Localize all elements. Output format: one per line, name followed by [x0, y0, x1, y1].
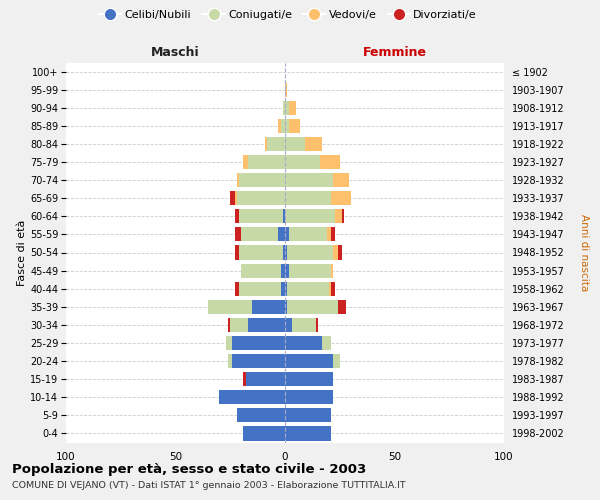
- Bar: [285, 408, 331, 422]
- Bar: [237, 173, 239, 187]
- Bar: [287, 282, 329, 296]
- Bar: [305, 137, 322, 151]
- Bar: [285, 155, 320, 169]
- Bar: [320, 155, 340, 169]
- Bar: [235, 246, 239, 260]
- Bar: [285, 82, 287, 96]
- Bar: [333, 354, 340, 368]
- Bar: [281, 119, 285, 133]
- Bar: [235, 191, 237, 206]
- Bar: [285, 336, 322, 350]
- Bar: [316, 318, 318, 332]
- Bar: [285, 210, 335, 224]
- Bar: [285, 300, 287, 314]
- Bar: [292, 318, 316, 332]
- Bar: [285, 426, 331, 440]
- Bar: [285, 119, 289, 133]
- Bar: [248, 155, 285, 169]
- Bar: [285, 264, 289, 278]
- Bar: [287, 300, 338, 314]
- Bar: [342, 210, 344, 224]
- Bar: [285, 354, 333, 368]
- Bar: [285, 246, 287, 260]
- Bar: [287, 246, 333, 260]
- Bar: [268, 137, 285, 151]
- Bar: [331, 191, 350, 206]
- Bar: [245, 372, 285, 386]
- Bar: [237, 408, 285, 422]
- Bar: [235, 210, 239, 224]
- Bar: [338, 246, 342, 260]
- Bar: [244, 372, 245, 386]
- Bar: [248, 318, 285, 332]
- Bar: [241, 228, 278, 241]
- Bar: [333, 246, 338, 260]
- Bar: [285, 137, 305, 151]
- Bar: [289, 264, 331, 278]
- Bar: [208, 300, 252, 314]
- Bar: [285, 228, 289, 241]
- Text: COMUNE DI VEJANO (VT) - Dati ISTAT 1° gennaio 2003 - Elaborazione TUTTITALIA.IT: COMUNE DI VEJANO (VT) - Dati ISTAT 1° ge…: [12, 481, 406, 490]
- Text: Femmine: Femmine: [362, 46, 427, 59]
- Bar: [230, 318, 248, 332]
- Bar: [228, 354, 232, 368]
- Bar: [283, 246, 285, 260]
- Bar: [331, 228, 335, 241]
- Bar: [329, 282, 331, 296]
- Bar: [322, 336, 331, 350]
- Bar: [226, 336, 232, 350]
- Bar: [265, 137, 268, 151]
- Bar: [252, 300, 285, 314]
- Bar: [281, 282, 285, 296]
- Bar: [289, 119, 301, 133]
- Y-axis label: Anni di nascita: Anni di nascita: [579, 214, 589, 291]
- Bar: [241, 264, 281, 278]
- Text: Maschi: Maschi: [151, 46, 200, 59]
- Bar: [244, 155, 248, 169]
- Bar: [283, 100, 285, 115]
- Bar: [239, 210, 283, 224]
- Bar: [285, 173, 333, 187]
- Bar: [285, 282, 287, 296]
- Bar: [285, 191, 331, 206]
- Bar: [331, 264, 333, 278]
- Y-axis label: Fasce di età: Fasce di età: [17, 220, 27, 286]
- Bar: [333, 173, 349, 187]
- Legend: Celibi/Nubili, Coniugati/e, Vedovi/e, Divorziati/e: Celibi/Nubili, Coniugati/e, Vedovi/e, Di…: [95, 6, 481, 25]
- Bar: [335, 210, 342, 224]
- Bar: [237, 191, 285, 206]
- Bar: [285, 318, 292, 332]
- Bar: [285, 372, 333, 386]
- Bar: [338, 300, 346, 314]
- Bar: [232, 354, 285, 368]
- Bar: [228, 318, 230, 332]
- Bar: [285, 390, 333, 404]
- Bar: [278, 228, 285, 241]
- Bar: [289, 228, 326, 241]
- Bar: [331, 282, 335, 296]
- Bar: [283, 210, 285, 224]
- Bar: [230, 191, 235, 206]
- Text: Popolazione per età, sesso e stato civile - 2003: Popolazione per età, sesso e stato civil…: [12, 462, 366, 475]
- Bar: [232, 336, 285, 350]
- Bar: [278, 119, 281, 133]
- Bar: [239, 246, 283, 260]
- Bar: [285, 100, 289, 115]
- Bar: [239, 282, 281, 296]
- Bar: [289, 100, 296, 115]
- Bar: [281, 264, 285, 278]
- Bar: [244, 426, 285, 440]
- Bar: [220, 390, 285, 404]
- Bar: [239, 173, 285, 187]
- Bar: [235, 228, 241, 241]
- Bar: [326, 228, 331, 241]
- Bar: [235, 282, 239, 296]
